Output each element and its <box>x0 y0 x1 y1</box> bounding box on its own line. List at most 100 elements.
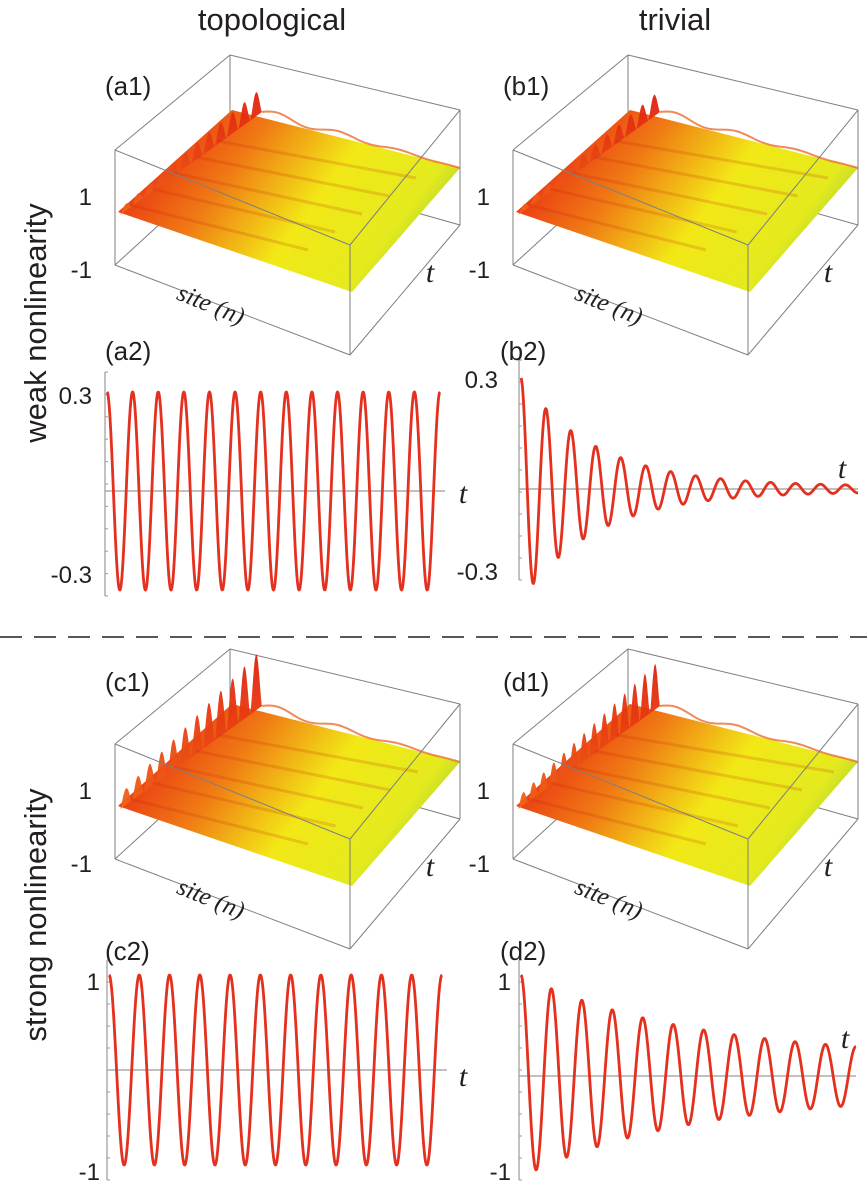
c2-series-line <box>107 973 444 1167</box>
a1-site-axis-label: site (n) <box>173 279 248 330</box>
panel-c2-line: (c2) t 1 -1 <box>79 936 468 1186</box>
b1-wave-streak <box>571 171 768 216</box>
panel-a1-surface: (a1) 1 -1 site (n) t <box>71 54 461 356</box>
b1-edge-ridge <box>518 94 660 215</box>
panel-a2-line: (a2) t 0.3 -0.3 <box>51 336 468 597</box>
a1-panel-label: (a1) <box>105 71 151 101</box>
d1-back-crest <box>659 704 859 763</box>
b1-wave-streak <box>527 203 707 252</box>
d2-panel-label: (d2) <box>500 936 546 966</box>
a1-box-edge <box>349 109 461 246</box>
c1-box-edge <box>349 703 461 840</box>
a1-surface-plane <box>118 110 460 292</box>
d1-surface-plane <box>516 704 858 886</box>
d1-wave-streak <box>549 781 739 828</box>
c2-panel-label: (c2) <box>105 936 150 966</box>
row-title-strong-nonlinearity: strong nonlinearity <box>18 788 53 1042</box>
b1-box-edge <box>747 109 859 246</box>
b2-y-tick-bottom: -0.3 <box>457 559 498 586</box>
panel-b1-surface: (b1) 1 -1 site (n) t <box>469 54 859 356</box>
d1-box-edge <box>512 648 629 745</box>
b1-z-tick-top: 1 <box>477 184 490 211</box>
d1-site-axis-label: site (n) <box>571 873 646 924</box>
row-title-weak-nonlinearity: weak nonlinearity <box>18 203 53 444</box>
panel-d2-line: (d2) t 1 -1 <box>490 936 858 1186</box>
d1-wave-streak <box>527 797 707 846</box>
d2-series-line <box>519 974 858 1172</box>
a1-wave-streak <box>129 203 309 252</box>
b2-x-label-t: t <box>838 452 847 485</box>
a2-y-tick-bottom: -0.3 <box>51 562 92 589</box>
a1-z-tick-bottom: -1 <box>71 257 92 284</box>
d1-edge-ridge <box>518 664 660 809</box>
d1-box-edge <box>512 743 749 840</box>
b1-wave-streak <box>549 187 737 234</box>
d2-x-label-t: t <box>841 1022 850 1055</box>
d1-box-edge <box>747 703 859 840</box>
d1-box-edge <box>627 648 859 705</box>
b1-z-tick-bottom: -1 <box>469 257 490 284</box>
column-title-topological: topological <box>198 2 346 37</box>
c1-z-tick-top: 1 <box>79 778 92 805</box>
c1-t-axis-label: t <box>426 850 435 883</box>
c1-wave-streak <box>173 765 364 810</box>
b1-box-edge <box>747 224 859 356</box>
a1-edge-ridge <box>120 92 262 215</box>
b1-box-edge <box>512 149 749 246</box>
a2-x-label-t: t <box>459 477 468 510</box>
c1-box-edge <box>114 858 351 950</box>
c1-box-edge <box>229 648 461 705</box>
d1-panel-label: (d1) <box>503 667 549 697</box>
c1-site-axis-label: site (n) <box>173 873 248 924</box>
b2-panel-label: (b2) <box>500 336 546 366</box>
a1-wave-streak <box>173 171 363 216</box>
c2-y-tick-bottom: -1 <box>79 1159 100 1186</box>
b1-back-crest <box>659 110 859 169</box>
a1-box-edge <box>114 149 351 246</box>
a1-box-edge <box>349 224 461 356</box>
b1-wave-streak <box>615 139 829 180</box>
b1-panel-label: (b1) <box>503 71 549 101</box>
c1-box-edge <box>349 818 461 950</box>
b1-box-edge <box>627 54 859 111</box>
c1-wave-streak <box>129 797 309 846</box>
d1-wave-streak <box>615 733 835 774</box>
c1-z-tick-bottom: -1 <box>71 851 92 878</box>
d1-box-edge <box>512 858 749 950</box>
c1-surface-plane <box>118 704 460 886</box>
a2-panel-label: (a2) <box>105 336 151 366</box>
d1-t-axis-label: t <box>824 850 833 883</box>
c2-x-label-t: t <box>459 1060 468 1093</box>
a1-back-crest <box>261 110 461 169</box>
d2-y-tick-top: 1 <box>498 969 511 996</box>
a1-t-axis-label: t <box>426 256 435 289</box>
b1-box-edge <box>512 54 629 151</box>
d1-wave-streak <box>593 749 803 792</box>
b1-wave-streak <box>593 155 798 198</box>
c1-panel-label: (c1) <box>105 667 150 697</box>
d1-z-tick-bottom: -1 <box>469 851 490 878</box>
c2-y-tick-top: 1 <box>87 969 100 996</box>
b2-y-tick-top: 0.3 <box>465 367 498 394</box>
panel-b2-line: (b2) t 0.3 -0.3 <box>457 336 860 586</box>
panel-d1-surface: (d1) 1 -1 site (n) t <box>469 648 859 950</box>
b1-site-axis-label: site (n) <box>571 279 646 330</box>
a1-wave-streak <box>217 139 417 180</box>
b1-t-axis-label: t <box>824 256 833 289</box>
a1-z-tick-top: 1 <box>79 184 92 211</box>
a1-box-edge <box>229 54 461 111</box>
b2-series-line <box>519 377 860 585</box>
d1-z-tick-top: 1 <box>477 778 490 805</box>
a2-y-tick-top: 0.3 <box>59 383 92 410</box>
b1-box-edge <box>512 264 749 356</box>
d1-box-edge <box>747 818 859 950</box>
c1-box-edge <box>114 648 231 745</box>
panel-c1-surface: (c1) 1 -1 site (n) t <box>71 648 461 950</box>
a1-wave-streak <box>195 155 390 198</box>
column-title-trivial: trivial <box>639 2 711 37</box>
c1-edge-ridge <box>120 654 262 809</box>
c1-wave-streak <box>151 781 336 828</box>
a1-wave-streak <box>151 187 336 234</box>
a2-series-line <box>105 390 442 592</box>
